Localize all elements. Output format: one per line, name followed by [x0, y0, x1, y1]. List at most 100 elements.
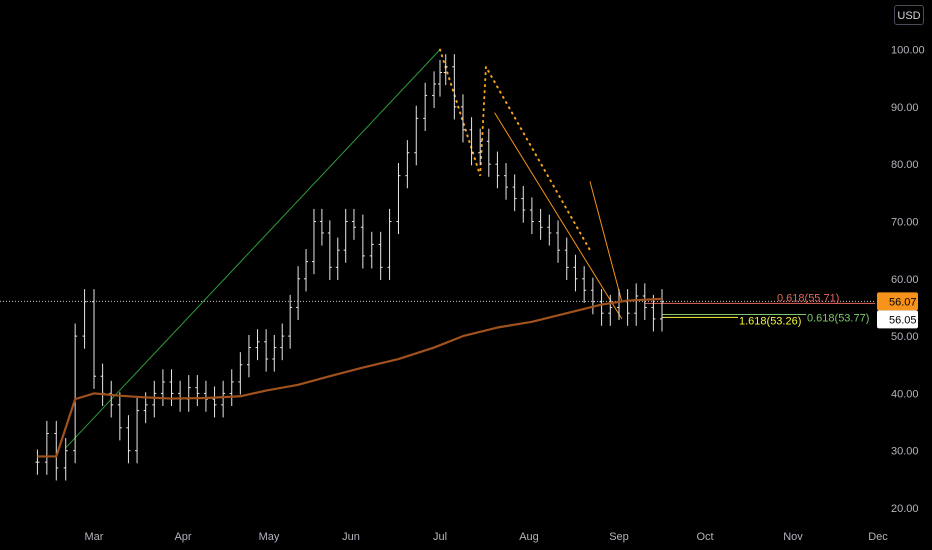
ohlc-bar: [438, 59, 442, 97]
ohlc-bar: [35, 449, 40, 475]
ohlc-bar: [117, 392, 122, 441]
ohlc-bar: [63, 438, 68, 481]
y-tick-label: 90.00: [891, 102, 919, 114]
ohlc-bar: [54, 420, 59, 481]
x-tick-label: May: [259, 531, 280, 543]
ohlc-bar: [443, 54, 448, 86]
ohlc-bar: [319, 208, 324, 246]
ohlc-bar: [73, 323, 78, 464]
ohlc-bar: [512, 174, 517, 212]
ohlc-bar: [221, 380, 226, 418]
ohlc-bar: [660, 289, 664, 332]
y-tick-label: 20.00: [891, 503, 919, 515]
ohlc-bars: [35, 54, 664, 481]
ohlc-bar: [152, 380, 157, 418]
ohlc-bar: [264, 329, 269, 372]
ohlc-bar: [212, 386, 217, 418]
ohlc-bar: [327, 220, 332, 280]
x-tick-label: Aug: [519, 531, 539, 543]
x-tick-label: Oct: [696, 531, 713, 543]
ohlc-bar: [432, 71, 437, 109]
fib-label: 0.618(55.71): [777, 292, 839, 304]
fib-labels-layer: 0.618(55.71) 1.618(53.26) 0.618(53.77): [739, 292, 869, 327]
ohlc-bar: [495, 151, 500, 189]
ohlc-bar: [100, 363, 105, 407]
x-axis: Mar Apr May Jun Jul Aug Sep Oct Nov Dec: [85, 531, 889, 543]
currency-badge[interactable]: USD: [894, 5, 924, 25]
ohlc-bar: [186, 375, 191, 412]
ohlc-bar: [238, 352, 243, 395]
ohlc-bar: [478, 128, 483, 166]
ohlc-bar: [195, 375, 200, 407]
moving-average-line: [37, 297, 663, 458]
ohlc-bar: [617, 289, 621, 321]
ohlc-bar: [556, 220, 561, 263]
ohlc-bar: [405, 140, 410, 189]
ohlc-bar: [178, 380, 183, 412]
y-tick-label: 60.00: [891, 274, 919, 286]
ohlc-bar: [378, 231, 383, 280]
ohlc-bar: [590, 277, 595, 315]
ohlc-bar: [396, 163, 401, 235]
ohlc-bar: [599, 289, 604, 326]
x-tick-label: Nov: [783, 531, 803, 543]
ohlc-bar: [296, 266, 301, 321]
ohlc-bar: [423, 82, 428, 131]
ohlc-bar: [126, 415, 131, 464]
y-tick-label: 40.00: [891, 388, 919, 400]
ohlc-bar: [642, 283, 647, 321]
ohlc-bar: [564, 237, 569, 280]
ohlc-bar: [521, 185, 526, 223]
y-tick-label: 100.00: [891, 45, 925, 57]
ohlc-bar: [547, 214, 552, 246]
ohlc-bar: [460, 94, 465, 143]
fib-label: 0.618(53.77): [807, 312, 869, 324]
fib-label: 1.618(53.26): [739, 315, 801, 327]
x-tick-label: Jul: [433, 531, 447, 543]
ohlc-bar: [92, 289, 96, 389]
ohlc-bar: [504, 163, 509, 200]
y-tick-label: 70.00: [891, 217, 919, 229]
price-badge-label: 56.07: [889, 296, 917, 308]
projection-dotted-line: [439, 48, 591, 252]
ohlc-bar: [469, 117, 474, 166]
x-tick-label: Apr: [174, 531, 191, 543]
ohlc-bar: [169, 369, 174, 407]
price-badge: 56.07: [877, 292, 918, 311]
ohlc-bar: [625, 289, 630, 326]
x-tick-label: Sep: [609, 531, 629, 543]
ohlc-bar: [573, 254, 578, 292]
price-badge-bg: [877, 310, 918, 329]
ohlc-bar: [360, 214, 365, 269]
ohlc-bar: [272, 334, 277, 372]
y-axis: 20.00 30.00 40.00 50.00 60.00 70.00 80.00 90.00…: [891, 45, 925, 515]
trendline: [589, 181, 623, 302]
ohlc-bar: [414, 105, 419, 166]
ohlc-bar: [82, 289, 87, 349]
ohlc-bar: [387, 208, 392, 280]
ohlc-bar: [452, 54, 457, 120]
ohlc-bar: [351, 208, 356, 240]
drawings-layer: [0, 48, 876, 449]
ohlc-bar: [229, 369, 234, 407]
trendline: [65, 49, 441, 449]
ohlc-bar: [160, 369, 165, 407]
ohlc-bar: [203, 380, 208, 412]
moving-average-layer: [37, 297, 663, 458]
price-badge: 56.05: [877, 310, 918, 329]
ohlc-bar: [44, 420, 49, 475]
y-tick-label: 80.00: [891, 159, 919, 171]
ohlc-bar: [634, 283, 639, 326]
ohlc-bar: [335, 237, 340, 280]
ohlc-bar: [109, 380, 114, 418]
ohlc-bar: [538, 208, 543, 240]
price-badges-layer: 56.07 56.05: [877, 292, 918, 329]
price-badge-label: 56.05: [889, 314, 917, 326]
ohlc-bar: [608, 294, 613, 326]
trendline: [494, 112, 623, 320]
ohlc-bar: [246, 334, 251, 378]
ohlc-bar: [311, 208, 316, 275]
ohlc-bar: [255, 329, 260, 361]
price-badge-bg: [877, 292, 918, 311]
